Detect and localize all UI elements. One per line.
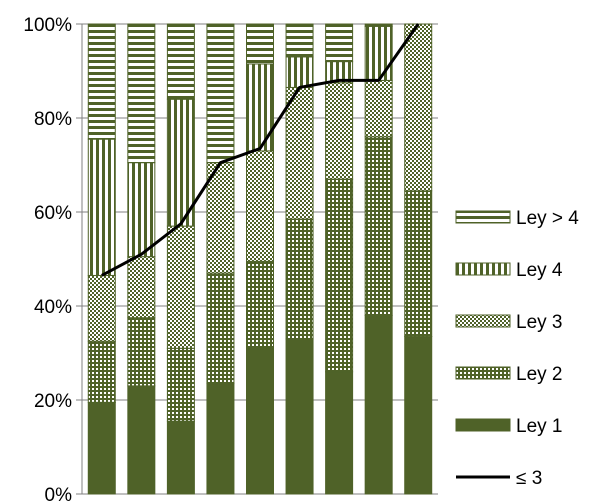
y-axis: 0% 20% 40% 60% 80% 100% [23,15,83,504]
bar-segment [325,371,354,495]
bar-segment [404,190,433,338]
bar-segment [127,23,156,164]
bar-segment [166,347,195,422]
bar-segment [246,63,274,152]
bar-segment [246,23,274,65]
bar-segment [325,82,354,180]
y-tick-label: 20% [34,391,72,412]
y-tick-label: 60% [34,203,72,224]
bar-segment [404,336,433,495]
bar-segment [206,272,235,385]
bar-segment [285,338,314,495]
bar-segment [206,383,235,495]
bar-segment [246,260,274,349]
bar-segment [246,150,274,262]
bar-segment [404,23,433,192]
bar-segment [364,136,393,316]
bar-segment [325,23,354,63]
legend-swatch [455,210,511,224]
bar-segment [87,274,116,342]
bar-segment [87,23,116,140]
bar-segment [206,23,235,164]
bar-segment [127,317,156,387]
legend-label: ≤ 3 [516,468,542,489]
legend-swatch [455,366,511,380]
bar-segment [285,218,314,340]
bar-segment [87,340,116,403]
legend-swatch [455,314,511,328]
legend-label: Ley > 4 [516,208,579,229]
bar-segment [166,98,195,227]
legend-label: Ley 3 [516,312,562,333]
bars [87,23,433,495]
bar-segment [166,225,195,349]
legend-swatch [455,418,511,432]
bar-segment [364,23,393,27]
legend-label: Ley 2 [516,364,562,385]
bar-segment [364,25,393,81]
bar-segment [87,138,116,276]
cumulative-line [101,23,420,277]
y-tick-label: 100% [23,15,72,36]
bar-segment [87,401,116,495]
bar-segment [127,256,156,319]
y-tick-label: 80% [34,109,72,130]
bar-segment [127,385,156,495]
bar-segment [364,314,393,495]
legend-swatch [455,262,511,276]
y-tick-label: 40% [34,297,72,318]
bar-segment [285,86,314,220]
bar-segment [285,56,314,88]
bar-segment [325,178,354,373]
bar-segment [246,347,274,495]
bar-segment [127,162,156,258]
y-tick-label: 0% [45,485,73,504]
bar-segment [206,162,235,274]
bar-segment [166,23,195,100]
bar-segment [285,23,314,58]
legend-label: Ley 1 [516,416,562,437]
cumulative-line-path [101,23,420,277]
bar-segment [166,420,195,495]
bar-segment [364,79,393,138]
legend: Ley > 4 Ley 4 Ley 3 Ley 2 Ley 1 ≤ 3 [455,208,579,489]
legend-label: Ley 4 [516,260,563,281]
